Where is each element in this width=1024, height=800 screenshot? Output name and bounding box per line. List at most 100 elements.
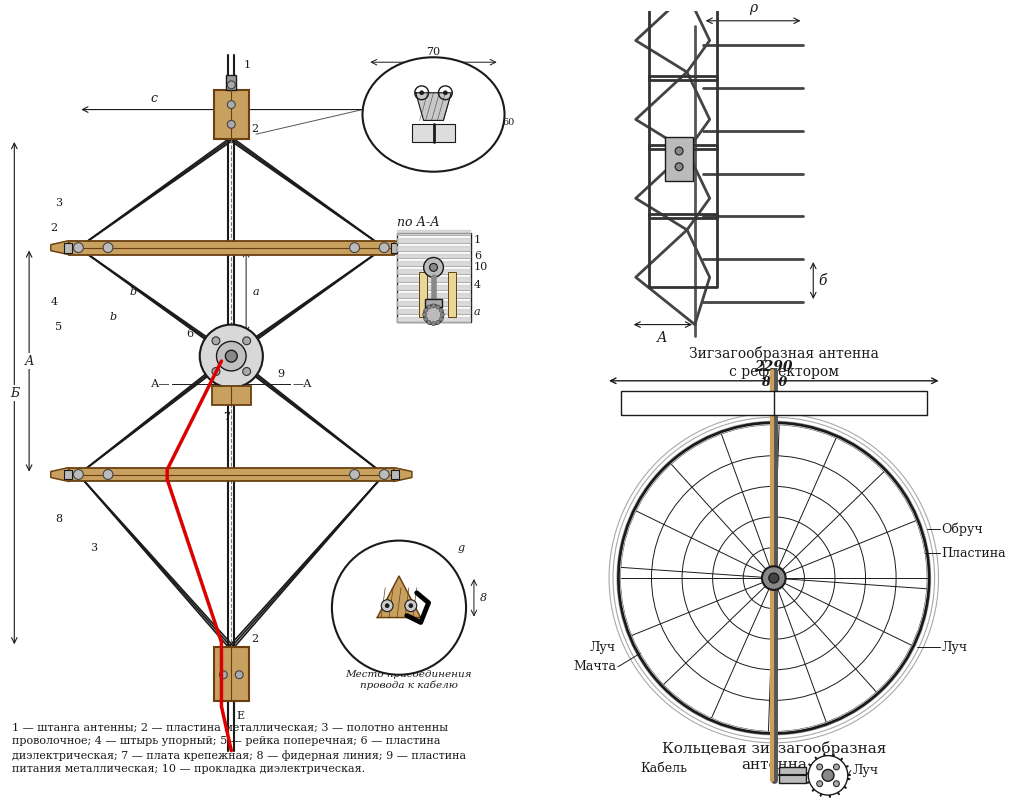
Circle shape [431, 322, 435, 326]
Bar [63, 470, 72, 479]
Bar [69, 241, 394, 254]
Text: Луч: Луч [853, 764, 879, 777]
Bar [449, 272, 457, 317]
Circle shape [443, 91, 447, 94]
Text: 1: 1 [474, 235, 481, 245]
Circle shape [212, 337, 220, 345]
Circle shape [227, 121, 236, 128]
Text: Зигзагообразная антенна
с рефлектором: Зигзагообразная антенна с рефлектором [689, 346, 879, 378]
Circle shape [74, 470, 83, 479]
Text: Луч: Луч [590, 641, 616, 654]
Circle shape [381, 600, 393, 612]
Bar [214, 90, 249, 139]
Bar [69, 468, 394, 482]
Text: А: А [25, 354, 34, 367]
Circle shape [404, 600, 417, 612]
Circle shape [427, 305, 431, 309]
Circle shape [243, 337, 251, 345]
Text: E: E [390, 632, 398, 642]
Circle shape [243, 367, 251, 375]
Text: b: b [110, 312, 117, 322]
Text: 4: 4 [474, 280, 481, 290]
Polygon shape [51, 468, 69, 482]
Polygon shape [394, 241, 412, 254]
Circle shape [349, 470, 359, 479]
Text: g: g [458, 543, 465, 554]
Circle shape [216, 342, 246, 371]
Text: Кабель: Кабель [641, 762, 688, 775]
Text: 2290: 2290 [755, 360, 793, 374]
Text: 1 — штанга антенны; 2 — пластина металлическая; 3 — полотно антенны
проволочное;: 1 — штанга антенны; 2 — пластина металли… [12, 723, 467, 774]
Text: Луч: Луч [941, 641, 968, 654]
Circle shape [332, 541, 466, 674]
Circle shape [420, 91, 424, 94]
Circle shape [439, 317, 443, 321]
Text: 70: 70 [426, 47, 440, 58]
Text: 8: 8 [55, 514, 62, 524]
Text: e₁: e₁ [388, 94, 399, 105]
Bar [63, 242, 72, 253]
Bar [397, 233, 471, 322]
Circle shape [379, 470, 389, 479]
Circle shape [424, 305, 443, 325]
Bar [425, 299, 442, 307]
Text: 9: 9 [278, 369, 285, 379]
Circle shape [227, 81, 236, 89]
Circle shape [769, 573, 778, 583]
Text: 7: 7 [223, 412, 229, 422]
Text: 4: 4 [50, 297, 57, 307]
Circle shape [385, 604, 389, 608]
Text: 2: 2 [251, 124, 258, 134]
Text: a: a [253, 287, 260, 297]
Circle shape [675, 163, 683, 170]
Circle shape [440, 313, 444, 317]
Circle shape [236, 670, 243, 678]
Polygon shape [51, 241, 69, 254]
Text: А—: А— [151, 378, 170, 389]
Text: Пластина: Пластина [941, 547, 1007, 560]
Circle shape [349, 242, 359, 253]
Circle shape [822, 770, 834, 782]
Circle shape [834, 781, 840, 786]
Text: 800: 800 [761, 376, 786, 389]
Text: c: c [151, 92, 158, 105]
Text: 2: 2 [50, 223, 57, 233]
Circle shape [431, 304, 435, 308]
Text: Б: Б [10, 386, 18, 400]
Text: Обруч: Обруч [941, 522, 983, 535]
Circle shape [424, 308, 428, 312]
Bar [666, 137, 693, 181]
Text: 1: 1 [243, 60, 250, 70]
Bar [412, 124, 456, 142]
Text: б: б [818, 274, 826, 288]
Circle shape [423, 313, 427, 317]
Ellipse shape [621, 425, 927, 731]
Circle shape [200, 325, 263, 388]
Circle shape [227, 101, 236, 109]
Text: А: А [657, 331, 668, 346]
Circle shape [74, 242, 83, 253]
Text: 30: 30 [426, 132, 440, 142]
Circle shape [212, 367, 220, 375]
Circle shape [436, 305, 440, 309]
Text: Место присоединения
провода к кабелю: Место присоединения провода к кабелю [345, 670, 472, 690]
Circle shape [808, 756, 848, 795]
Circle shape [762, 566, 785, 590]
Text: b: b [129, 287, 136, 297]
Text: ρ: ρ [749, 1, 757, 15]
Circle shape [103, 242, 113, 253]
Circle shape [675, 147, 683, 155]
Text: E: E [237, 711, 245, 722]
Text: 6: 6 [474, 250, 481, 261]
Text: 8: 8 [480, 593, 487, 602]
Text: Пере-
мычка: Пере- мычка [669, 394, 707, 413]
Text: 3: 3 [90, 543, 97, 554]
Circle shape [409, 604, 413, 608]
Text: Кольцо: Кольцо [836, 397, 884, 410]
Circle shape [436, 321, 440, 324]
Bar [212, 386, 251, 406]
Text: 3: 3 [55, 198, 62, 208]
Polygon shape [394, 468, 412, 482]
Circle shape [103, 470, 113, 479]
Text: 5: 5 [55, 322, 62, 331]
